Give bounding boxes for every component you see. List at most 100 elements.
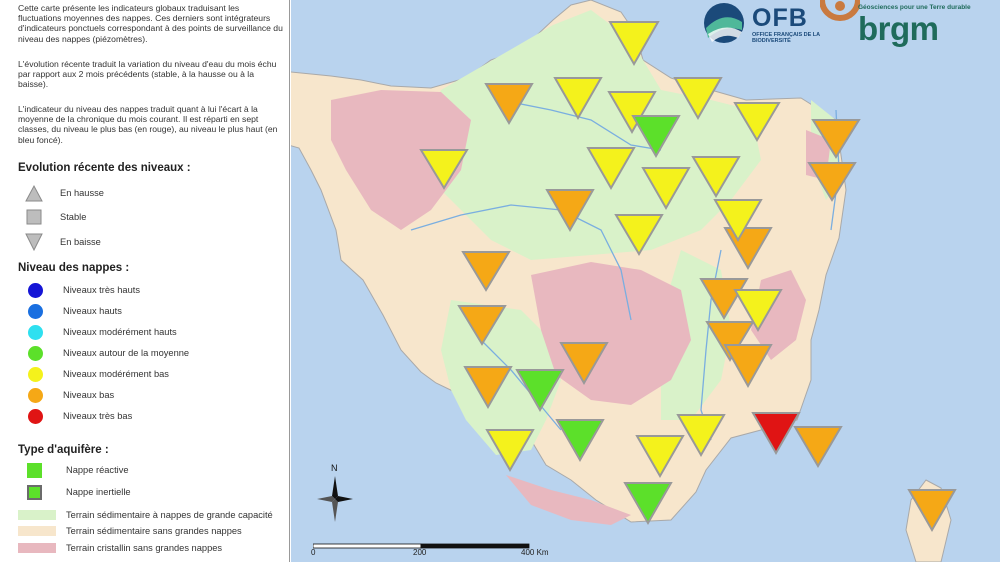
nappe-inertielle-swatch bbox=[27, 484, 42, 500]
ofb-logo-text: OFB bbox=[752, 4, 808, 32]
legend-label: Niveaux hauts bbox=[63, 306, 122, 316]
marker-m8[interactable] bbox=[811, 119, 861, 159]
marker-m31[interactable] bbox=[751, 412, 801, 456]
legend-label: Nappe réactive bbox=[66, 465, 129, 475]
marker-m23[interactable] bbox=[559, 342, 609, 386]
intro-paragraph-3: L'indicateur du niveau des nappes tradui… bbox=[18, 104, 278, 145]
evolution-title: Evolution récente des niveaux : bbox=[18, 162, 191, 174]
niveau-color-dot bbox=[28, 387, 43, 403]
ofb-subtitle: OFFICE FRANÇAIS DE LA BIODIVERSITÉ bbox=[752, 32, 820, 44]
marker-m10[interactable] bbox=[586, 147, 636, 191]
marker-m30[interactable] bbox=[485, 429, 535, 473]
legend-row-terrain-3: Terrain cristallin sans grandes nappes bbox=[18, 538, 222, 558]
marker-m19[interactable] bbox=[713, 199, 763, 243]
marker-m18[interactable] bbox=[699, 278, 749, 320]
legend-label: Terrain cristallin sans grandes nappes bbox=[66, 543, 223, 553]
pyrenees-massif bbox=[506, 475, 631, 525]
legend-label: Terrain sédimentaire à nappes de grande … bbox=[66, 510, 273, 520]
legend-row-terrain-1: Terrain sédimentaire à nappes de grande … bbox=[18, 505, 273, 525]
marker-m1[interactable] bbox=[608, 21, 660, 67]
niveau-title: Niveau des nappes : bbox=[18, 262, 130, 274]
brgm-logo-text: brgm bbox=[858, 10, 939, 47]
legend-label: Stable bbox=[60, 212, 87, 222]
marker-m15[interactable] bbox=[691, 156, 741, 198]
marker-m9[interactable] bbox=[419, 149, 469, 190]
marker-m24[interactable] bbox=[463, 366, 513, 410]
brgm-logo-icon bbox=[820, 0, 860, 21]
marker-m4[interactable] bbox=[607, 91, 657, 135]
marker-m34[interactable] bbox=[907, 489, 957, 533]
marker-m5[interactable] bbox=[673, 77, 723, 121]
scale-label-200: 200 bbox=[413, 548, 427, 557]
legend-row-inertielle: Nappe inertielle bbox=[18, 482, 131, 502]
legend-label: Niveaux très hauts bbox=[63, 285, 140, 295]
aquifere-title: Type d'aquifère : bbox=[18, 444, 109, 456]
marker-m17[interactable] bbox=[723, 227, 773, 271]
triangle-up-icon bbox=[25, 184, 43, 202]
scale-label-0: 0 bbox=[311, 548, 316, 557]
ofb-logo-icon bbox=[704, 3, 744, 43]
marker-m26[interactable] bbox=[515, 369, 565, 413]
square-icon bbox=[26, 209, 42, 225]
legend-label: Niveaux bas bbox=[63, 390, 115, 400]
legend-row-niveau: Niveaux très hauts bbox=[18, 280, 140, 300]
scale-bar bbox=[313, 543, 530, 549]
marker-m6[interactable] bbox=[631, 115, 681, 159]
legend-row-niveau: Niveaux modérément bas bbox=[18, 364, 169, 384]
legend-label: Terrain sédimentaire sans grandes nappes bbox=[66, 526, 242, 536]
niveau-color-dot bbox=[28, 366, 43, 382]
marker-m33[interactable] bbox=[623, 482, 673, 526]
legend-panel: Cette carte présente les indicateurs glo… bbox=[0, 0, 290, 562]
intro-paragraph-1: Cette carte présente les indicateurs glo… bbox=[18, 3, 283, 44]
marker-m21[interactable] bbox=[733, 289, 783, 333]
marker-m32[interactable] bbox=[457, 305, 507, 346]
legend-label: Niveaux modérément hauts bbox=[63, 327, 177, 337]
terrain-swatch bbox=[18, 543, 56, 553]
terrain-swatch bbox=[18, 526, 56, 536]
map-view[interactable]: N 0 200 400 Km bbox=[291, 0, 1000, 562]
north-label: N bbox=[331, 463, 338, 473]
legend-label: Niveaux autour de la moyenne bbox=[63, 348, 190, 358]
niveau-color-dot bbox=[28, 324, 43, 340]
legend-row-niveau: Niveaux bas bbox=[18, 385, 114, 405]
legend-row-stable: Stable bbox=[18, 207, 86, 227]
legend-row-baisse: En baisse bbox=[18, 232, 101, 252]
scale-label-400: 400 Km bbox=[521, 548, 549, 557]
marker-m29[interactable] bbox=[635, 435, 685, 479]
legend-row-niveau: Niveaux hauts bbox=[18, 301, 122, 321]
marker-m16[interactable] bbox=[614, 214, 664, 256]
legend-label: En hausse bbox=[60, 188, 104, 198]
brgm-tagline: Géosciences pour une Terre durable bbox=[858, 4, 971, 11]
massif-central bbox=[531, 262, 691, 405]
intro-paragraph-2: L'évolution récente traduit la variation… bbox=[18, 59, 277, 90]
legend-row-niveau: Niveaux très bas bbox=[18, 406, 132, 426]
niveau-color-dot bbox=[28, 303, 43, 319]
terrain-swatch bbox=[18, 510, 56, 520]
marker-m3[interactable] bbox=[553, 77, 603, 121]
marker-m12[interactable] bbox=[545, 189, 595, 233]
niveau-color-dot bbox=[28, 282, 43, 298]
armorican-massif bbox=[331, 90, 471, 230]
marker-m22[interactable] bbox=[723, 344, 773, 389]
niveau-color-dot bbox=[28, 408, 43, 424]
legend-row-niveau: Niveaux modérément hauts bbox=[18, 322, 177, 342]
marker-m11[interactable] bbox=[641, 167, 691, 211]
legend-label: En baisse bbox=[60, 237, 101, 247]
marker-m25[interactable] bbox=[793, 426, 843, 468]
triangle-down-icon bbox=[25, 233, 43, 252]
marker-m27[interactable] bbox=[555, 419, 605, 463]
legend-row-niveau: Niveaux autour de la moyenne bbox=[18, 343, 189, 363]
seine-river bbox=[500, 99, 662, 151]
marker-m20[interactable] bbox=[705, 321, 755, 362]
marker-m2[interactable] bbox=[484, 83, 534, 125]
paris-basin bbox=[421, 10, 761, 260]
legend-label: Nappe inertielle bbox=[66, 487, 131, 497]
legend-label: Niveaux modérément bas bbox=[63, 369, 169, 379]
compass-rose-icon bbox=[317, 476, 353, 522]
legend-row-reactive: Nappe réactive bbox=[18, 460, 129, 480]
marker-m28[interactable] bbox=[676, 414, 726, 458]
nappe-reactive-swatch bbox=[27, 462, 42, 478]
marker-m7[interactable] bbox=[733, 102, 781, 142]
marker-m13[interactable] bbox=[807, 162, 857, 202]
marker-m14[interactable] bbox=[461, 251, 511, 292]
